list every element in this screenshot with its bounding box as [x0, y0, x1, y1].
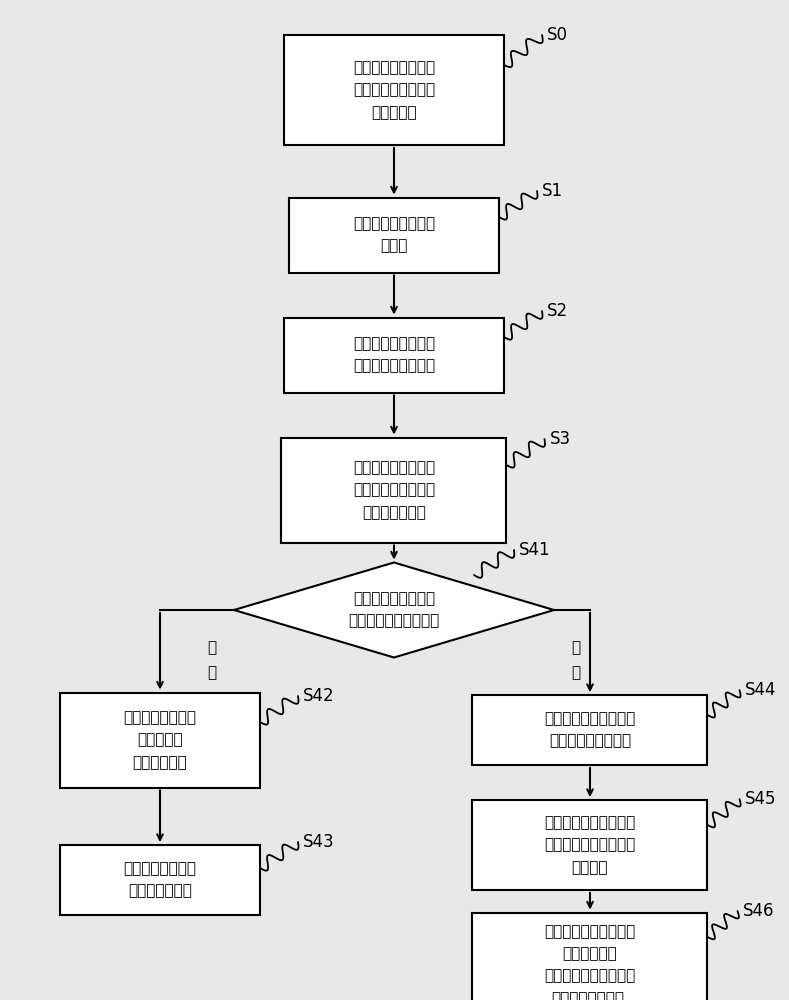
Text: 弹出供用户选择回复多
项未处理新事件中一项
的选项框: 弹出供用户选择回复多 项未处理新事件中一项 的选项框: [544, 815, 636, 875]
Bar: [60, 845, 260, 915]
Bar: [473, 695, 708, 765]
Text: S2: S2: [547, 302, 568, 320]
Text: S1: S1: [542, 182, 563, 200]
Bar: [473, 800, 708, 890]
Text: S3: S3: [549, 430, 570, 448]
Bar: [284, 35, 504, 145]
Text: 在锁屏界面中显示对
应的未处理新事件；: 在锁屏界面中显示对 应的未处理新事件；: [353, 336, 435, 374]
Text: S41: S41: [519, 541, 551, 559]
Text: S45: S45: [745, 790, 776, 808]
Text: S44: S44: [745, 681, 776, 699]
Text: 获取用户输入的点击
所显示的未处理新事
件的点击操作；: 获取用户输入的点击 所显示的未处理新事 件的点击操作；: [353, 460, 435, 520]
Text: S43: S43: [303, 833, 335, 851]
Text: S0: S0: [547, 26, 568, 44]
Bar: [60, 692, 260, 788]
Text: 在锁屏状态下接收新
事件；: 在锁屏状态下接收新 事件；: [353, 216, 435, 254]
Bar: [473, 912, 708, 1000]
Text: 多
项: 多 项: [571, 640, 581, 680]
Bar: [284, 318, 504, 392]
Text: 一
项: 一 项: [208, 640, 216, 680]
Text: S46: S46: [742, 902, 774, 920]
Polygon shape: [234, 562, 554, 658]
Text: 进入回复对应未处
理新事件的界面: 进入回复对应未处 理新事件的界面: [124, 861, 196, 899]
Text: 判断被点击的未处理
新事件的类型及项数；: 判断被点击的未处理 新事件的类型及项数；: [349, 591, 439, 629]
Text: S42: S42: [303, 687, 335, 705]
Text: 获取到用户选择选项框
中其中一项，
进入到回复被选中的未
处理新事件的界面.: 获取到用户选择选项框 中其中一项， 进入到回复被选中的未 处理新事件的界面.: [544, 924, 636, 1000]
Bar: [282, 438, 507, 542]
Text: 获取到用户输入的
点击操作后
取消屏幕锁定: 获取到用户输入的 点击操作后 取消屏幕锁定: [124, 710, 196, 770]
Text: 设置在锁屏界面上进
行显示的未处理新事
件的类型；: 设置在锁屏界面上进 行显示的未处理新事 件的类型；: [353, 60, 435, 120]
Text: 获取到用户输入的点击
操作后取消屏幕锁定: 获取到用户输入的点击 操作后取消屏幕锁定: [544, 711, 636, 749]
Bar: [289, 198, 499, 272]
